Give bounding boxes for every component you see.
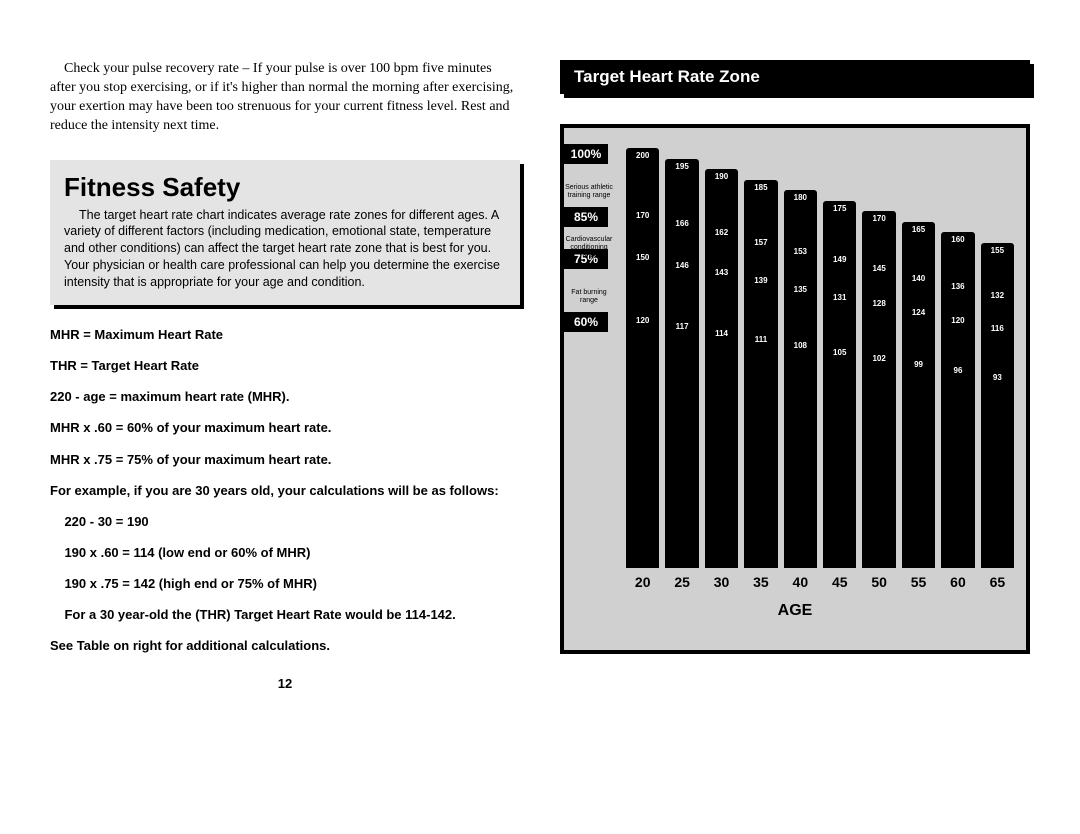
fitness-safety-title: Fitness Safety [64, 172, 506, 203]
definition-line: 190 x .75 = 142 (high end or 75% of MHR) [50, 574, 520, 594]
age-tick: 40 [784, 574, 817, 590]
heart-rate-chart: 100%85%75%60%Serious athletic training r… [560, 124, 1030, 654]
chart-bar: 200170150120 [626, 148, 659, 568]
definition-line: 220 - 30 = 190 [50, 512, 520, 532]
y-range-label: Cardiovascular conditioning range [564, 236, 614, 260]
y-percent-label: 100% [564, 144, 608, 164]
y-range-label: Serious athletic training range [564, 184, 614, 200]
chart-bar: 15513211693 [981, 243, 1014, 569]
definition-line: MHR = Maximum Heart Rate [50, 325, 520, 345]
y-percent-label: 60% [564, 312, 608, 332]
chart-title: Target Heart Rate Zone [560, 60, 1030, 94]
y-percent-label: 85% [564, 207, 608, 227]
age-tick: 35 [744, 574, 777, 590]
chart-bar: 180153135108 [784, 190, 817, 568]
age-tick: 25 [665, 574, 698, 590]
age-tick: 65 [981, 574, 1014, 590]
definition-line: For example, if you are 30 years old, yo… [50, 481, 520, 501]
age-tick: 45 [823, 574, 856, 590]
chart-bar: 16013612096 [941, 232, 974, 568]
chart-bar: 170145128102 [862, 211, 895, 568]
definition-line: See Table on right for additional calcul… [50, 636, 520, 656]
definitions-block: MHR = Maximum Heart Rate THR = Target Hea… [50, 325, 520, 657]
definition-line: For a 30 year-old the (THR) Target Heart… [50, 605, 520, 625]
fitness-safety-body: The target heart rate chart indicates av… [64, 207, 506, 291]
y-range-label: Fat burning range [564, 289, 614, 305]
definition-line: MHR x .75 = 75% of your maximum heart ra… [50, 450, 520, 470]
age-tick: 20 [626, 574, 659, 590]
definition-line: 190 x .60 = 114 (low end or 60% of MHR) [50, 543, 520, 563]
definition-line: MHR x .60 = 60% of your maximum heart ra… [50, 418, 520, 438]
age-tick: 50 [862, 574, 895, 590]
chart-bar: 175149131105 [823, 201, 856, 569]
chart-bar: 195166146117 [665, 159, 698, 569]
page-number: 12 [50, 676, 520, 691]
chart-bar: 16514012499 [902, 222, 935, 569]
age-tick: 55 [902, 574, 935, 590]
age-tick: 30 [705, 574, 738, 590]
definition-line: THR = Target Heart Rate [50, 356, 520, 376]
definition-line: 220 - age = maximum heart rate (MHR). [50, 387, 520, 407]
chart-bar: 190162143114 [705, 169, 738, 568]
age-tick: 60 [941, 574, 974, 590]
intro-paragraph: Check your pulse recovery rate – If your… [50, 60, 520, 136]
chart-bar: 185157139111 [744, 180, 777, 569]
fitness-safety-box: Fitness Safety The target heart rate cha… [50, 160, 520, 305]
age-axis-label: AGE [576, 602, 1014, 620]
